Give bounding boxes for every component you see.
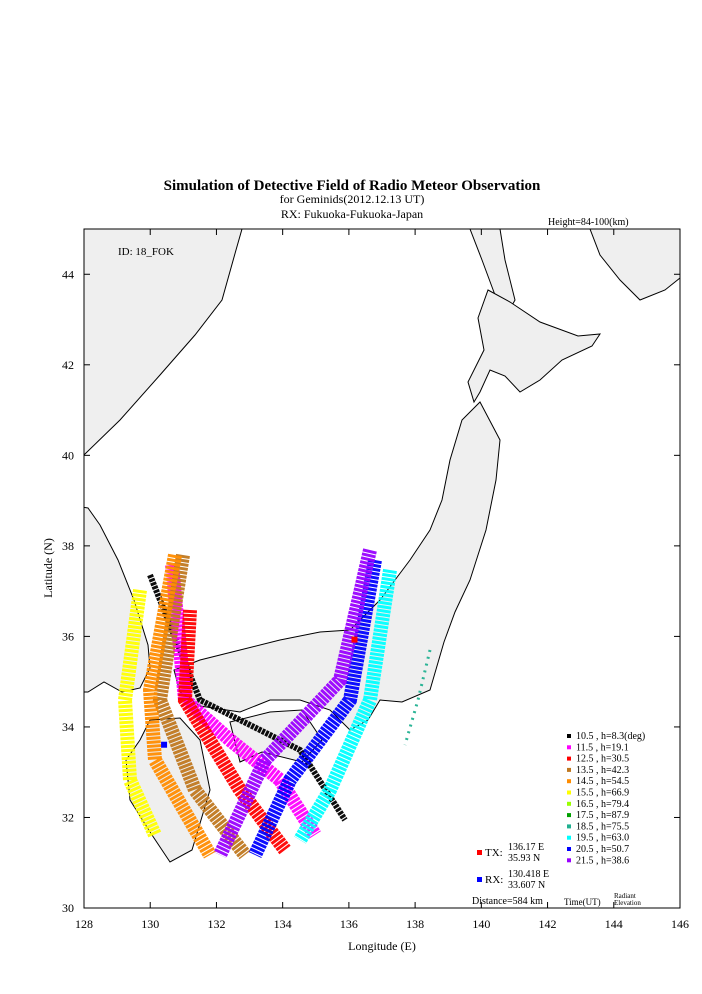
legend-swatch	[567, 779, 571, 784]
detection-band	[142, 553, 217, 859]
detection-band	[177, 609, 291, 855]
x-tick-label: 142	[539, 917, 557, 931]
legend-swatch	[567, 745, 571, 750]
legend-label: 12.5 , h=30.5	[576, 754, 629, 765]
legend-swatch	[567, 824, 571, 829]
rx-lat-label: 33.607 N	[508, 880, 545, 891]
tx-marker	[351, 636, 358, 643]
tx-lon-label: 136.17 E	[508, 842, 544, 853]
x-tick-label: 138	[406, 917, 424, 931]
x-axis-label: Longitude (E)	[348, 939, 416, 953]
legend-label: 11.5 , h=19.1	[576, 742, 629, 753]
y-axis-label: Latitude (N)	[41, 538, 55, 598]
detection-bands	[117, 548, 432, 860]
legend-label: 20.5 , h=50.7	[576, 844, 629, 855]
tx-label: TX:	[485, 847, 503, 859]
detection-band	[152, 553, 251, 860]
detection-band	[293, 568, 397, 844]
y-tick-label: 30	[62, 901, 74, 915]
legend-label: 18.5 , h=75.5	[576, 821, 629, 832]
y-tick-label: 36	[62, 629, 74, 643]
rx-marker	[161, 741, 168, 748]
legend-label: 19.5 , h=63.0	[576, 833, 629, 844]
rx-label: RX:	[485, 874, 503, 886]
y-tick-label: 34	[62, 720, 74, 734]
russia-east	[589, 229, 680, 301]
legend-swatch	[567, 767, 571, 772]
legend-label: 13.5 , h=42.3	[576, 765, 629, 776]
legend-swatch	[567, 847, 571, 851]
legend-label: 21.5 , h=38.6	[576, 855, 629, 866]
x-tick-label: 134	[274, 917, 292, 931]
chart-subtitle: for Geminids(2012.12.13 UT)	[280, 192, 425, 206]
distance-note: Distance=584 km	[472, 896, 543, 907]
legend-swatch	[567, 801, 571, 806]
hokkaido	[467, 289, 601, 404]
detection-band	[147, 573, 348, 822]
legend-swatch	[567, 813, 571, 818]
legend-label: 15.5 , h=66.9	[576, 788, 629, 799]
receiver-label: RX: Fukuoka-Fukuoka-Japan	[281, 207, 423, 221]
legend-label: 14.5 , h=54.5	[576, 776, 629, 787]
x-tick-label: 140	[472, 917, 490, 931]
y-tick-label: 32	[62, 810, 74, 824]
honshu	[173, 401, 501, 731]
legend-swatch	[567, 790, 571, 795]
x-tick-label: 144	[605, 917, 623, 931]
x-tick-label: 146	[671, 917, 689, 931]
detection-band	[248, 558, 382, 858]
rx-legend-swatch	[477, 877, 482, 882]
x-tick-label: 132	[207, 917, 225, 931]
detection-band	[117, 589, 162, 838]
legend-swatch	[567, 835, 571, 840]
legend-label: 16.5 , h=79.4	[576, 799, 629, 810]
rx-lon-label: 130.418 E	[508, 869, 549, 880]
legend-swatch	[567, 756, 571, 761]
tx-legend-swatch	[477, 850, 482, 855]
asia-mainland	[84, 229, 243, 456]
legend-label: 10.5 , h=8.3(deg)	[576, 731, 645, 742]
x-tick-label: 128	[75, 917, 93, 931]
legend-elevation: Radiant Elevation	[614, 892, 641, 907]
x-tick-label: 130	[141, 917, 159, 931]
y-tick-label: 40	[62, 448, 74, 462]
y-tick-label: 42	[62, 358, 74, 372]
legend-swatch	[567, 734, 571, 738]
map	[84, 229, 680, 863]
y-tick-label: 38	[62, 539, 74, 553]
detection-band	[213, 548, 377, 858]
id-note: ID: 18_FOK	[118, 246, 174, 258]
legend-label: 17.5 , h=87.9	[576, 810, 629, 821]
plot-frame	[83, 228, 681, 909]
tx-lat-label: 35.93 N	[508, 853, 540, 864]
height-note: Height=84-100(km)	[548, 217, 629, 228]
legend-time: Time(UT)	[564, 897, 601, 907]
x-tick-label: 136	[340, 917, 358, 931]
y-tick-label: 44	[62, 267, 74, 281]
legend-swatch	[567, 858, 571, 863]
chart-title: Simulation of Detective Field of Radio M…	[164, 178, 541, 194]
